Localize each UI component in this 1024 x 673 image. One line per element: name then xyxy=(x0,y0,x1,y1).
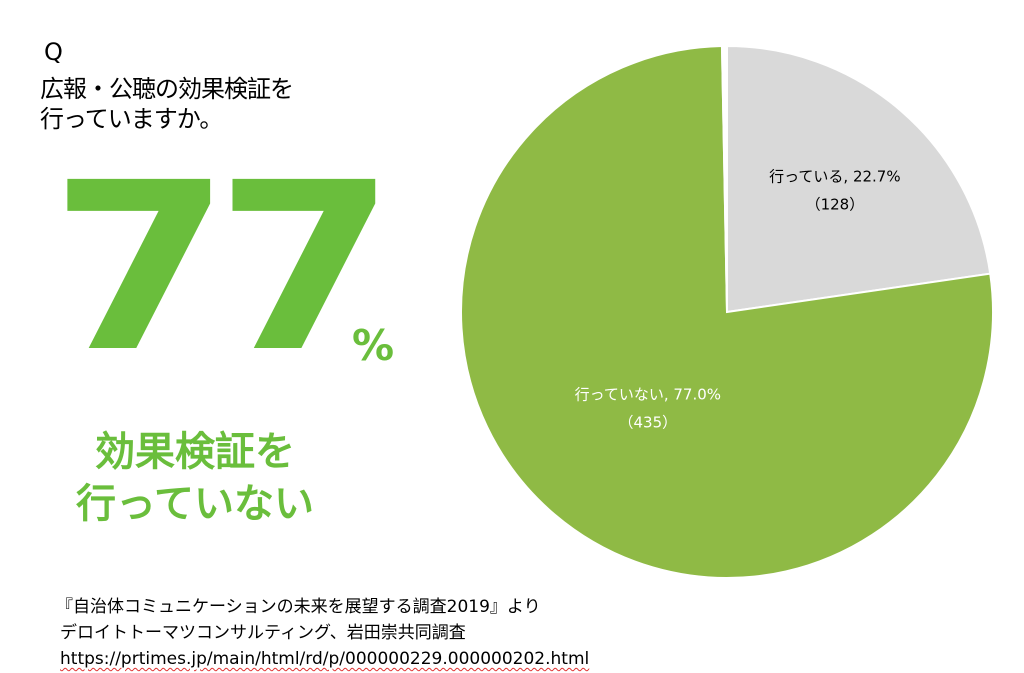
question-marker: Q xyxy=(44,38,63,66)
question-text: 広報・公聴の効果検証を 行っていますか。 xyxy=(40,75,294,133)
source-authors: デロイトトーマツコンサルティング、岩田崇共同調査 xyxy=(60,623,466,643)
highlight-unit: % xyxy=(352,321,395,370)
source-title: 『自治体コミュニケーションの未来を展望する調査2019』より xyxy=(56,597,541,617)
slice-label-1: 行っていない, 77.0% xyxy=(575,385,721,403)
source-url-link[interactable]: https://prtimes.jp/main/html/rd/p/000000… xyxy=(60,649,590,669)
slice-count-1: （435） xyxy=(619,413,678,431)
slice-count-0: （128） xyxy=(806,195,865,213)
source-citation: 『自治体コミュニケーションの未来を展望する調査2019』より デロイトトーマツコ… xyxy=(56,594,589,672)
slice-label-0: 行っている, 22.7% xyxy=(769,167,900,185)
pie-slice-0 xyxy=(726,44,992,314)
highlight-number: 77 xyxy=(50,133,396,403)
highlight-caption: 効果検証を 行っていない xyxy=(76,429,314,527)
pie-slice-2 xyxy=(720,44,728,313)
